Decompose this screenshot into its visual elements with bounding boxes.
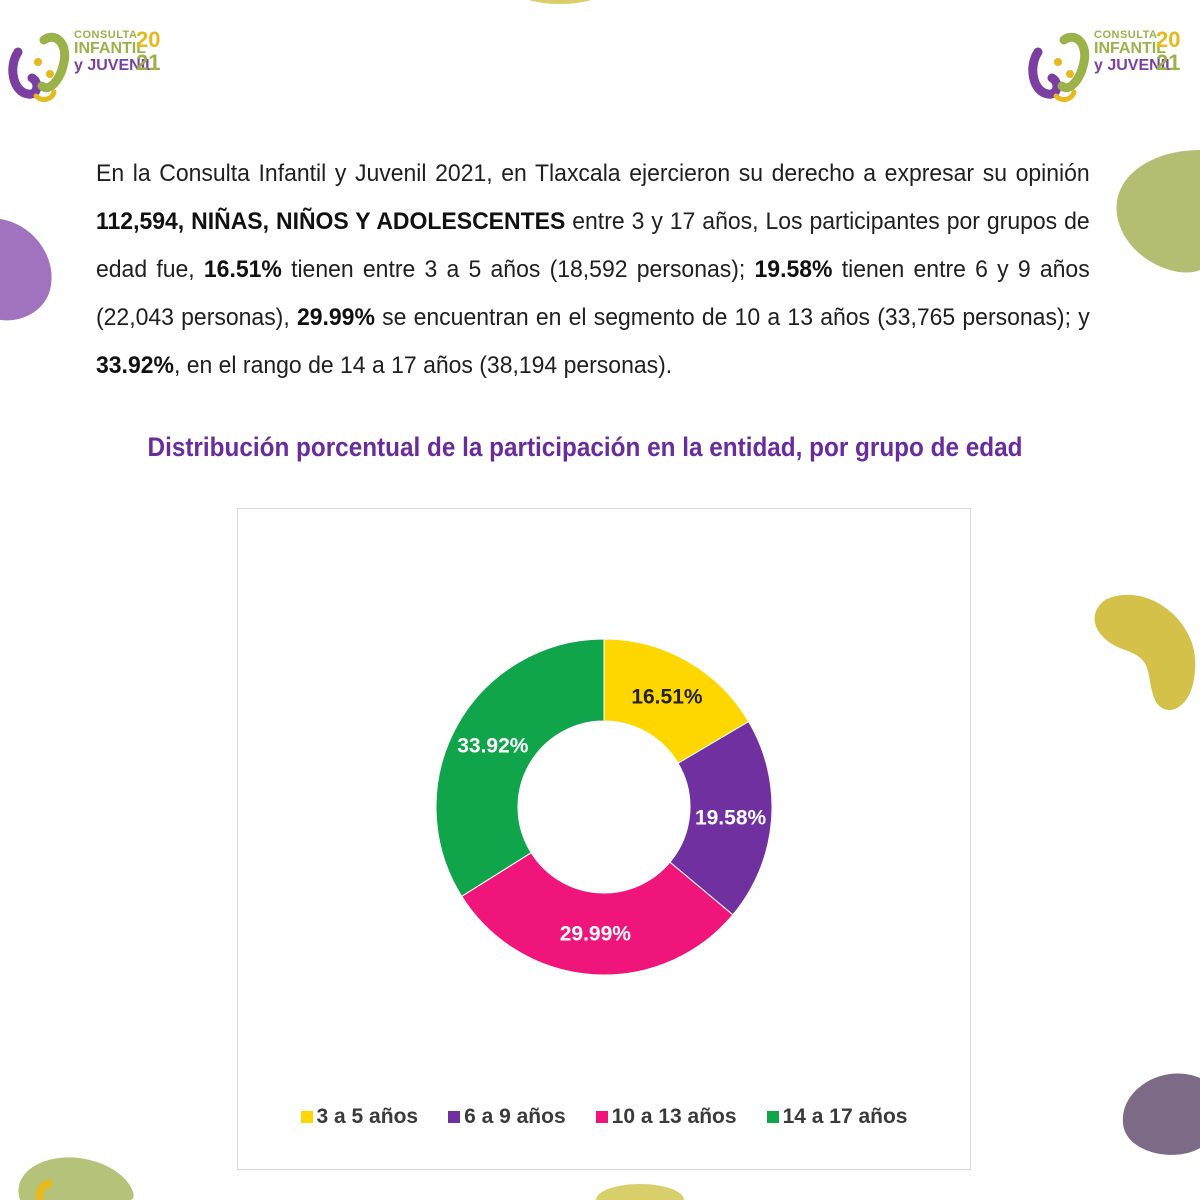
logo-line-consulta: CONSULTA — [1094, 29, 1158, 41]
legend-label-10-13: 10 a 13 años — [611, 1105, 737, 1128]
chart-title: Distribución porcentual de la participac… — [147, 432, 1023, 462]
logo-year-bottom: 21 — [136, 50, 161, 76]
data-label-14-17: 33.92% — [457, 735, 529, 758]
donut-slice-6-9 — [669, 720, 773, 916]
legend-item-10-13: 10 a 13 años — [595, 1105, 737, 1129]
decorative-blob-bottom-right — [1122, 1073, 1200, 1155]
data-label-10-13: 29.99% — [560, 923, 632, 946]
logo-line-consulta: CONSULTA — [74, 29, 138, 41]
logo-year-top: 20 — [136, 27, 161, 52]
logo-consulta-infantil-left: CONSULTA INFANTIL y JUVENIL 20 21 — [8, 22, 168, 104]
paragraph-text-4: tienen entre 6 y 9 años (22,043 personas… — [96, 256, 1090, 331]
legend-label-6-9: 6 a 9 años — [464, 1105, 566, 1128]
paragraph-bold-10-13: 29.99% — [296, 304, 375, 331]
data-label-3-5: 16.51% — [631, 686, 703, 709]
legend-item-6-9: 6 a 9 años — [448, 1105, 566, 1129]
paragraph-bold-total: 112,594, NIÑAS, NIÑOS Y ADOLESCENTES — [96, 208, 566, 235]
logo-year-top: 20 — [1156, 27, 1181, 52]
chart-legend: 3 a 5 años 6 a 9 años 10 a 13 años 14 a 17 … — [238, 1105, 970, 1129]
decorative-blob-bottom-left — [18, 1157, 134, 1200]
paragraph-bold-14-17: 33.92% — [96, 352, 174, 379]
paragraph-bold-6-9: 19.58% — [754, 256, 833, 283]
decorative-blob-top — [528, 0, 592, 4]
logo-consulta-infantil-right: CONSULTA INFANTIL y JUVENIL 20 21 — [1028, 22, 1188, 104]
legend-swatch-6-9 — [448, 1111, 461, 1123]
logo-mark-icon — [1028, 32, 1090, 102]
paragraph-text-1: En la Consulta Infantil y Juvenil 2021, … — [96, 160, 1090, 187]
paragraph-text-2: entre 3 y 17 años, Los participantes por… — [96, 208, 1090, 283]
chart-frame: 16.51% 19.58% 29.99% 33.92% 3 a 5 años 6 a 9… — [237, 508, 971, 1170]
summary-paragraph: En la Consulta Infantil y Juvenil 2021, … — [96, 150, 1090, 390]
decorative-blob-left-purple — [0, 218, 52, 321]
legend-label-14-17: 14 a 17 años — [782, 1105, 908, 1128]
logo-mark-icon — [8, 32, 70, 102]
legend-swatch-14-17 — [766, 1111, 779, 1123]
decorative-blob-right-yellow — [1094, 594, 1196, 710]
donut-slice-3-5 — [603, 638, 750, 764]
decorative-blob-right-green — [1116, 150, 1200, 273]
logo-line-juvenil: y JUVENIL — [74, 56, 155, 74]
donut-chart: 16.51% 19.58% 29.99% 33.92% — [435, 638, 773, 976]
logo-line-infantil: INFANTIL — [1094, 40, 1166, 58]
donut-slice-14-17 — [435, 638, 605, 897]
donut-slice-10-13 — [461, 852, 734, 976]
legend-swatch-10-13 — [595, 1111, 608, 1123]
data-label-6-9: 19.58% — [695, 806, 767, 829]
decorative-blob-bottom-center — [596, 1184, 684, 1200]
legend-label-3-5: 3 a 5 años — [316, 1105, 419, 1128]
logo-year-bottom: 21 — [1156, 50, 1181, 76]
paragraph-text-6: , en el rango de 14 a 17 años (38,194 pe… — [173, 352, 673, 379]
legend-swatch-3-5 — [300, 1111, 313, 1123]
legend-item-14-17: 14 a 17 años — [766, 1105, 908, 1129]
legend-item-3-5: 3 a 5 años — [300, 1105, 419, 1129]
logo-line-infantil: INFANTIL — [74, 40, 146, 58]
logo-line-juvenil: y JUVENIL — [1094, 56, 1175, 74]
paragraph-text-5: se encuentran en el segmento de 10 a 13 … — [374, 304, 1090, 331]
paragraph-bold-3-5: 16.51% — [203, 256, 282, 283]
paragraph-text-3: tienen entre 3 a 5 años (18,592 personas… — [281, 256, 755, 283]
